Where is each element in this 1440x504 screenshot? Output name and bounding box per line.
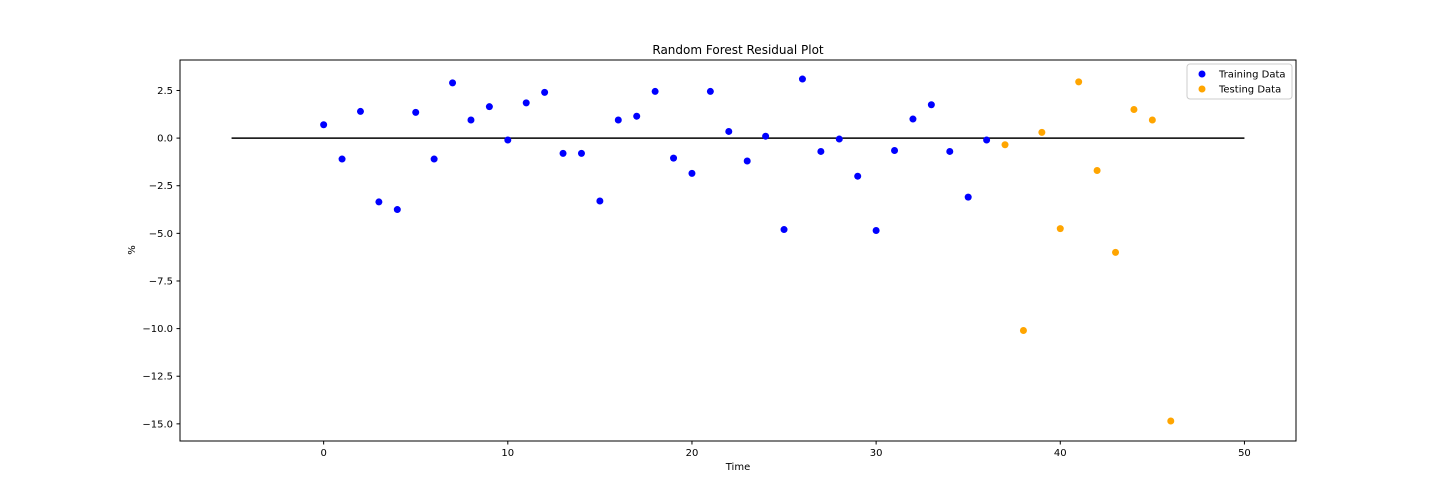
testing-point	[1130, 106, 1138, 114]
training-point	[559, 149, 567, 157]
training-point	[430, 155, 438, 163]
training-point	[891, 146, 899, 154]
testing-point	[1112, 248, 1120, 256]
testing-point	[1038, 128, 1046, 136]
legend-label-testing: Testing Data	[1218, 85, 1281, 96]
training-point	[577, 149, 585, 157]
training-point	[706, 87, 714, 95]
training-point	[688, 169, 696, 177]
training-point	[762, 132, 770, 140]
training-point	[964, 193, 972, 201]
training-point	[909, 115, 917, 123]
y-tick-label: −2.5	[149, 181, 173, 192]
training-point	[467, 116, 475, 124]
testing-point	[1093, 166, 1101, 174]
testing-point	[1001, 141, 1009, 149]
training-point	[393, 206, 401, 214]
y-axis-label: %	[127, 245, 138, 255]
training-point	[614, 116, 622, 124]
x-axis: 0 10 20 30 40 50	[320, 441, 1251, 459]
y-tick-label: −5.0	[149, 229, 173, 240]
training-point	[946, 147, 954, 155]
training-point	[320, 121, 328, 129]
training-point	[504, 136, 512, 144]
y-axis: 2.5 0.0 −2.5 −5.0 −7.5 −10.0 −12.5 −15.0	[142, 86, 180, 430]
legend-marker-testing	[1198, 85, 1206, 93]
training-point	[541, 88, 549, 96]
y-tick-label: −15.0	[142, 419, 173, 430]
training-point	[356, 107, 364, 115]
x-axis-label: Time	[725, 462, 750, 473]
training-point	[449, 79, 457, 87]
training-point	[633, 112, 641, 120]
training-point	[983, 136, 991, 144]
training-point	[798, 75, 806, 83]
x-tick-label: 50	[1238, 448, 1251, 459]
training-point	[651, 87, 659, 95]
y-tick-label: 0.0	[157, 134, 173, 145]
training-point	[817, 147, 825, 155]
y-tick-label: −12.5	[142, 372, 173, 383]
training-point	[522, 99, 530, 107]
testing-point	[1019, 327, 1027, 335]
legend: Training Data Testing Data	[1186, 63, 1293, 100]
x-tick-label: 30	[870, 448, 883, 459]
y-tick-label: 2.5	[157, 86, 173, 97]
training-point	[485, 103, 493, 111]
testing-point	[1167, 417, 1175, 425]
testing-point	[1075, 78, 1083, 86]
legend-marker-training	[1198, 70, 1206, 78]
training-point	[596, 197, 604, 205]
training-point	[743, 157, 751, 165]
testing-point	[1148, 116, 1156, 124]
plot-area	[179, 59, 1297, 442]
x-tick-label: 10	[501, 448, 514, 459]
x-tick-label: 40	[1054, 448, 1067, 459]
chart-title: Random Forest Residual Plot	[652, 43, 824, 57]
testing-point	[1056, 225, 1064, 233]
training-point	[927, 101, 935, 109]
legend-label-training: Training Data	[1218, 70, 1286, 81]
training-point	[412, 108, 420, 116]
y-tick-label: −7.5	[149, 276, 173, 287]
training-point	[872, 226, 880, 234]
training-point	[854, 172, 862, 180]
data-points-layer	[320, 75, 1175, 425]
training-point	[375, 198, 383, 206]
training-point	[835, 135, 843, 143]
training-point	[725, 127, 733, 135]
legend-box	[1186, 63, 1293, 100]
y-tick-label: −10.0	[142, 324, 173, 335]
training-point	[780, 226, 788, 234]
x-tick-label: 0	[320, 448, 326, 459]
x-tick-label: 20	[686, 448, 699, 459]
training-point	[670, 154, 678, 162]
training-point	[338, 155, 346, 163]
